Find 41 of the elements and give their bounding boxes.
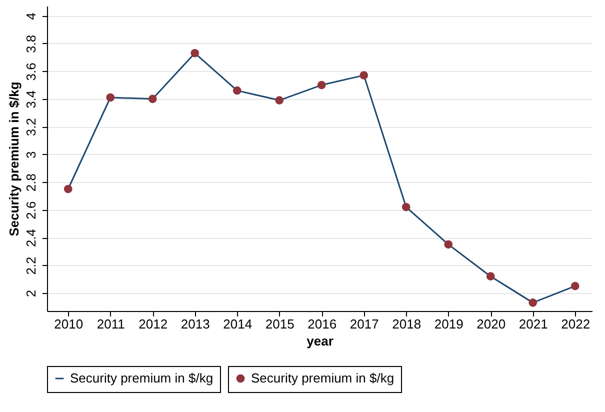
y-tick-label: 4 [24, 12, 38, 20]
y-axis-title: Security premium in $/kg [6, 82, 22, 236]
x-axis-title: year [306, 334, 334, 348]
point [402, 202, 410, 212]
x-tick-label: 2011 [96, 316, 125, 332]
x-tick-label: 2014 [223, 316, 252, 332]
point [360, 71, 368, 80]
point [528, 298, 538, 307]
y-tick-label: 2.8 [24, 174, 38, 192]
x-tick-label: 2013 [180, 316, 210, 332]
x-tick-label: 2022 [561, 316, 590, 332]
point [444, 240, 453, 249]
point [486, 272, 495, 281]
x-tick-label: 2019 [434, 316, 464, 332]
y-tick-label: 2.2 [24, 256, 38, 275]
legend-label: Security premium in $/kg [251, 370, 394, 386]
y-tick-label: 3.2 [24, 118, 38, 136]
y-tick-label: 2.4 [24, 228, 38, 248]
point [148, 94, 157, 104]
y-tick-label: 2 [24, 290, 38, 298]
y-tick-label: 3 [24, 151, 38, 158]
x-tick-label: 2010 [54, 316, 84, 332]
y-tick-label: 3.8 [24, 34, 38, 53]
y-tick-label: 2.6 [24, 201, 38, 220]
point [317, 80, 326, 90]
x-tick-label: 2015 [265, 316, 294, 332]
x-tick-label: 2020 [476, 316, 506, 332]
x-tick-label: 2017 [350, 316, 379, 332]
point [106, 93, 115, 102]
point [64, 184, 72, 194]
point [190, 48, 200, 58]
x-tick-label: 2012 [138, 316, 168, 332]
x-tick-label: 2018 [392, 316, 422, 332]
point [232, 86, 242, 95]
legend-label: Security premium in $/kg [70, 370, 214, 386]
x-tick-label: 2021 [518, 316, 548, 332]
point [275, 96, 284, 104]
y-tick-label: 3.6 [24, 62, 38, 81]
y-tick-label: 3.4 [24, 90, 38, 108]
point [570, 282, 580, 290]
x-tick-label: 2016 [308, 316, 337, 332]
